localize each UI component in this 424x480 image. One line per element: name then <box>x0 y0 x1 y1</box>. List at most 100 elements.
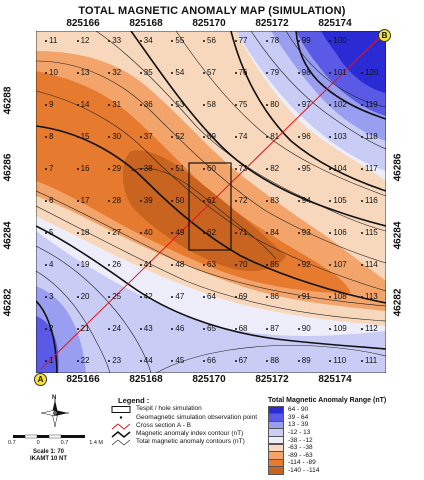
scale-tick: 0.7 <box>8 440 16 446</box>
observation-point: 6 <box>44 196 54 205</box>
observation-point: 64 <box>203 292 216 301</box>
observation-point: 118 <box>361 132 378 141</box>
observation-point: 2 <box>44 324 54 333</box>
range-label: 39 - 64 <box>288 413 309 421</box>
x-tick-label: 825168 <box>129 374 163 385</box>
observation-point: 28 <box>108 196 122 205</box>
observation-point: 115 <box>361 228 378 237</box>
y-tick-label: 46284 <box>392 221 404 250</box>
observation-point: 42 <box>139 292 153 301</box>
observation-point: 19 <box>76 260 90 269</box>
range-label: -140 - -114 <box>288 467 320 475</box>
section-point-a: A <box>34 373 47 386</box>
observation-point: 84 <box>266 228 280 237</box>
observation-point: 36 <box>139 100 153 109</box>
observation-point: 111 <box>360 356 378 365</box>
observation-point: 79 <box>266 68 280 77</box>
observation-point: 68 <box>234 324 248 333</box>
section-point-b: B <box>378 29 391 42</box>
cross-section-icon <box>110 422 132 430</box>
x-tick-label: 825170 <box>192 18 226 29</box>
range-item: -140 - -114 <box>268 466 418 475</box>
legend-item: Magnetic anomaly index contour (nT) <box>110 430 290 438</box>
observation-point: 114 <box>361 260 378 269</box>
observation-point: 35 <box>139 68 153 77</box>
observation-point: 51 <box>171 164 185 173</box>
observation-point: 37 <box>139 132 153 141</box>
y-tick-label: 46286 <box>392 153 404 182</box>
observation-point: 74 <box>234 132 248 141</box>
observation-point: 91 <box>297 292 311 301</box>
observation-point: 62 <box>203 228 216 237</box>
observation-point: 73 <box>234 164 248 173</box>
observation-point: 75 <box>234 100 248 109</box>
observation-point: 60 <box>203 164 216 173</box>
observation-point: 16 <box>76 164 90 173</box>
observation-point: 77 <box>234 36 248 45</box>
range-item: -38 - -12 <box>268 435 418 445</box>
x-tick-label: 825172 <box>255 374 289 385</box>
index-contour-icon <box>110 430 132 438</box>
x-tick-label: 825174 <box>318 374 352 385</box>
observation-point: 50 <box>171 196 185 205</box>
observation-point: 96 <box>297 132 311 141</box>
north-label: N <box>52 395 57 401</box>
x-tick-label: 825170 <box>192 374 226 385</box>
observation-point: 82 <box>266 164 280 173</box>
observation-point: 39 <box>139 196 153 205</box>
observation-point: 83 <box>266 196 280 205</box>
cross-section-line <box>40 34 383 370</box>
observation-point: 63 <box>203 260 216 269</box>
observation-point: 27 <box>108 228 122 237</box>
scale-label: Scale 1: 70 <box>33 449 65 455</box>
x-tick-label: 825174 <box>318 18 352 29</box>
observation-point: 80 <box>266 100 280 109</box>
range-item: -12 - 13 <box>268 428 418 437</box>
range-label: -38 - -12 <box>288 436 313 444</box>
x-tick-label: 825168 <box>129 18 163 29</box>
observation-point: 113 <box>361 292 378 301</box>
observation-point: 5 <box>44 228 54 237</box>
range-label: 64 - 90 <box>288 406 309 414</box>
observation-point: 48 <box>171 260 185 269</box>
legend-label: Tespit / hole simulation <box>136 405 202 413</box>
scale-tick: 0.7 <box>60 440 69 446</box>
observation-point: 71 <box>234 228 248 237</box>
observation-point: 95 <box>297 164 311 173</box>
legend-item: Geomagnetic simulation observation point <box>110 414 290 422</box>
observation-point: 85 <box>266 260 280 269</box>
observation-point: 65 <box>203 324 216 333</box>
observation-point: 89 <box>297 356 311 365</box>
observation-point: 40 <box>139 228 153 237</box>
observation-point: 87 <box>266 324 280 333</box>
scale-sub: IKAMT 10 NT <box>30 456 68 462</box>
legend-label: Magnetic anomaly index contour (nT) <box>136 430 244 438</box>
observation-point: 102 <box>329 100 347 109</box>
observation-point: 13 <box>76 68 90 77</box>
observation-point: 49 <box>171 228 185 237</box>
y-tick-label: 46284 <box>2 221 14 250</box>
range-label: -114 - -89 <box>288 459 316 467</box>
observation-point: 54 <box>171 68 185 77</box>
range-item: 64 - 90 <box>268 405 418 415</box>
observation-point: 57 <box>203 68 216 77</box>
observation-point: 14 <box>76 100 90 109</box>
observation-point: 10 <box>45 68 58 77</box>
anomaly-zone-low-left-core <box>36 316 59 373</box>
range-item: -89 - -63 <box>268 451 418 460</box>
observation-point: 86 <box>266 292 280 301</box>
scale-ticks: 0.7 0 0.7 1.4 M <box>8 440 103 446</box>
observation-point: 24 <box>108 324 122 333</box>
scale-tick: 1.4 M <box>89 440 103 446</box>
observation-point: 93 <box>297 228 311 237</box>
y-tick-label: 46282 <box>392 288 404 317</box>
range-label: -63 - -38 <box>288 444 313 452</box>
observation-point: 98 <box>297 68 311 77</box>
y-tick-label: 46286 <box>2 153 14 182</box>
x-tick-label: 825166 <box>66 18 100 29</box>
observation-point: 101 <box>329 68 347 77</box>
observation-point: 29 <box>108 164 122 173</box>
observation-point: 104 <box>329 164 347 173</box>
contour-icon <box>110 439 132 446</box>
observation-point: 112 <box>361 324 378 333</box>
